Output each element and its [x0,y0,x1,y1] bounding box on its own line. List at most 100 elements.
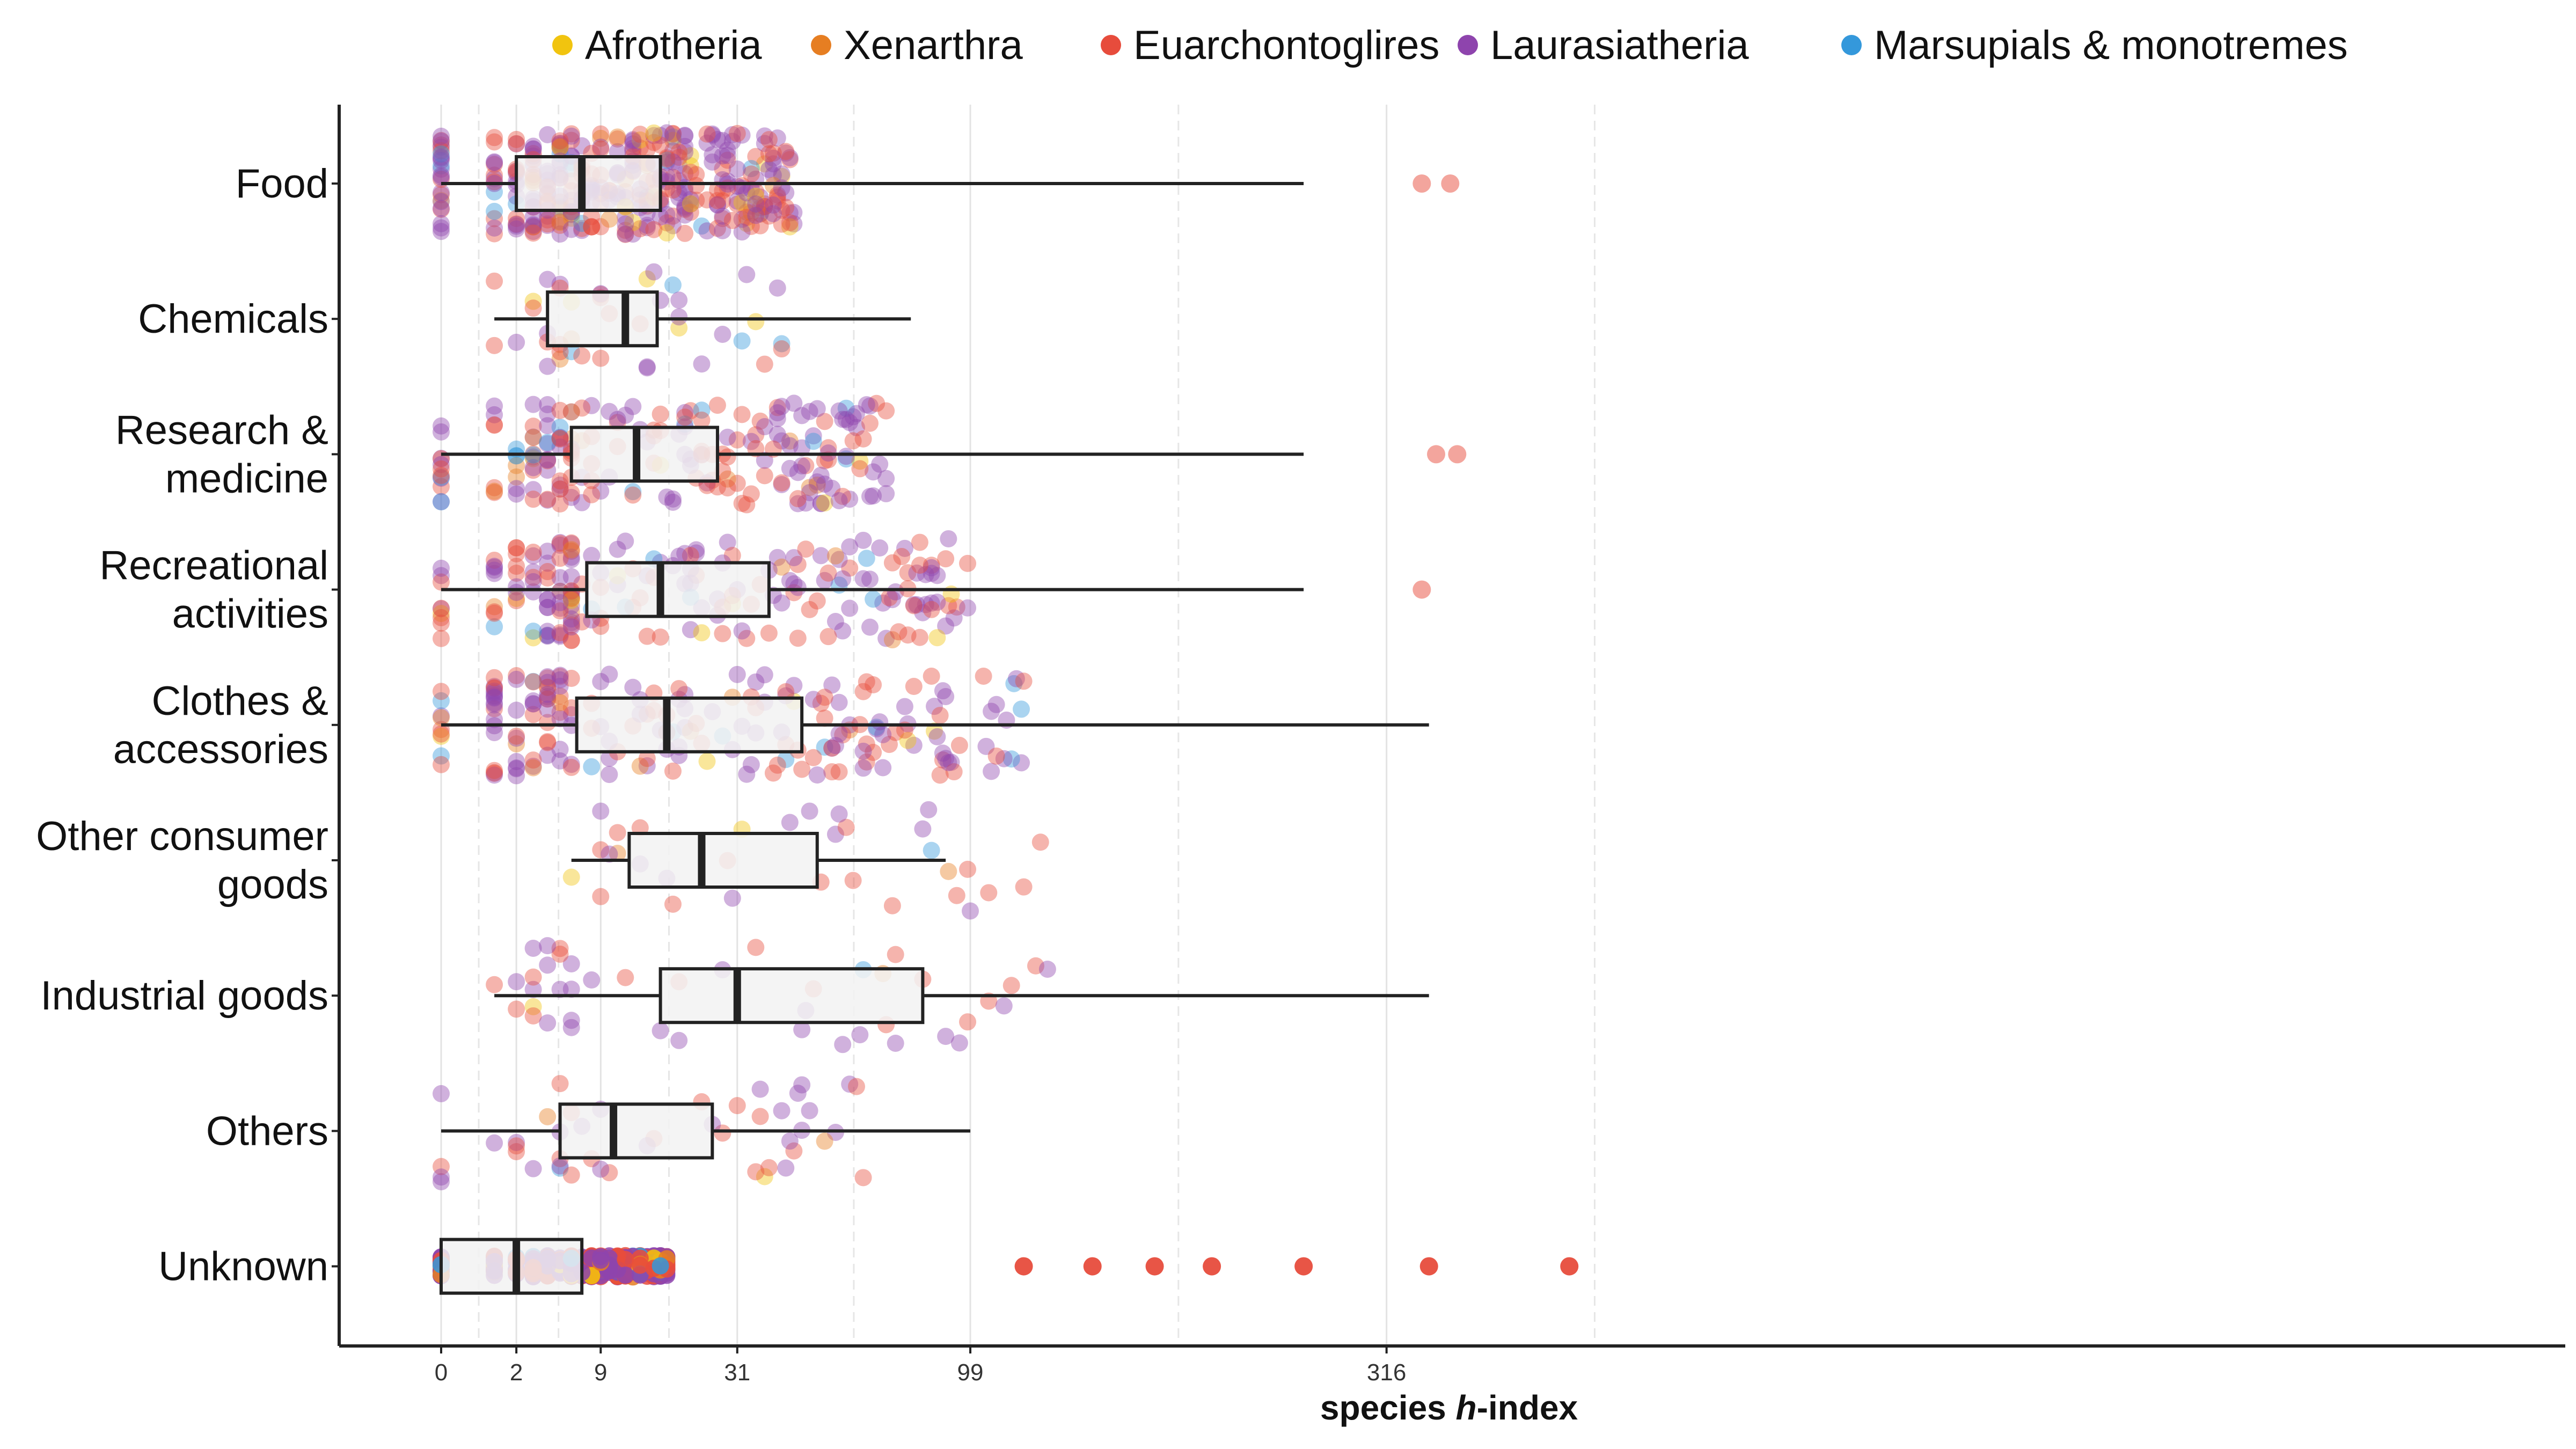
data-point [670,184,688,202]
data-point [524,137,542,155]
data-point [524,568,542,586]
data-point [760,1159,778,1176]
data-point [539,956,557,974]
data-point [940,862,957,880]
data-point [682,191,699,208]
data-point [539,1014,557,1032]
data-point [486,129,503,147]
data-point [664,131,682,149]
data-point [830,693,848,711]
data-point [638,270,656,288]
data-point [1015,878,1033,896]
data-point [769,409,786,427]
data-point [539,627,557,645]
data-point [539,598,557,616]
category-label: goods [217,862,328,908]
data-point [562,488,580,506]
data-point [551,582,569,600]
data-point [816,494,833,512]
data-point [562,548,580,566]
data-point [583,218,601,236]
data-point [714,131,731,149]
legend: Afrotheria Xenarthra Euarchontoglires Laura… [552,23,2348,68]
data-point [539,417,557,435]
data-point [823,739,841,757]
data-point [539,623,557,640]
data-point [573,219,591,237]
data-point [797,457,815,474]
data-point [676,224,694,242]
data-point [583,397,601,414]
data-point [764,205,782,223]
data-point [708,397,726,414]
data-point [562,535,580,553]
data-point [847,1078,865,1095]
data-point [789,630,807,647]
data-point [638,359,656,377]
data-point [865,743,882,761]
data-point [664,125,682,143]
data-point [551,275,569,293]
data-point [908,596,926,613]
data-point [524,459,542,477]
data-point [652,1257,669,1275]
data-point [631,1256,649,1274]
category-label: Food [236,161,328,207]
x-axis-title: species h-index [1320,1388,1578,1427]
data-point [858,396,875,414]
data-point [592,125,610,143]
data-point [433,709,450,727]
data-point [486,724,503,742]
data-point [830,805,848,823]
data-point [433,725,450,743]
data-point [562,980,580,998]
data-point [887,1034,904,1052]
data-point [928,594,946,611]
data-point [1007,670,1025,687]
data-point [664,207,682,225]
data-point [624,678,642,696]
legend-label: Euarchontoglires [1133,23,1439,68]
data-point [719,428,736,446]
data-point [524,396,542,413]
data-point [751,412,769,430]
data-point [987,696,1005,713]
data-point [524,218,542,236]
data-point [539,685,557,703]
data-point [793,407,811,425]
data-point [524,418,542,435]
data-point [524,544,542,561]
data-point [433,223,450,240]
data-point [719,147,736,164]
data-point [714,325,731,343]
data-point [676,545,694,562]
data-point [874,594,892,612]
data-point [812,694,830,712]
data-point [841,538,859,555]
data-point [785,549,803,567]
data-point [539,357,557,375]
data-point [583,758,601,775]
data-point [854,1169,872,1187]
data-point [760,624,778,642]
data-point [551,480,569,498]
data-point [562,868,580,886]
data-point [508,539,525,557]
data-point [777,683,795,701]
data-point [704,146,721,164]
data-point [433,493,450,511]
data-point [508,539,525,557]
data-point [858,753,875,771]
data-point [781,814,799,831]
data-point [539,674,557,691]
data-point [812,495,830,513]
data-point [751,206,769,223]
data-point [676,143,694,161]
data-point [877,470,895,487]
data-point [861,487,879,505]
data-point [562,632,580,649]
data-point [524,481,542,499]
data-point [551,687,569,705]
data-point [433,136,450,154]
data-point [893,548,911,566]
